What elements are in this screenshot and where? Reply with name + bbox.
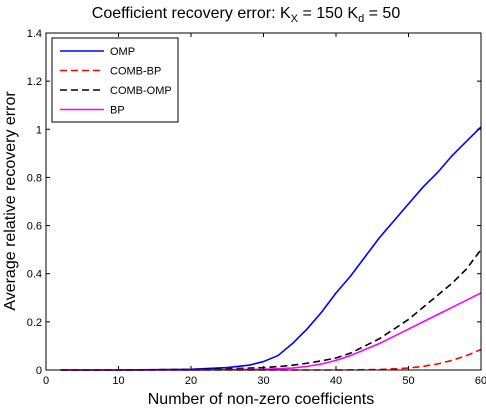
y-tick-label: 1.2 xyxy=(27,76,42,88)
series-line-omp xyxy=(60,126,482,371)
legend-box xyxy=(51,37,179,123)
y-tick-label: 1.4 xyxy=(27,28,42,40)
title-sub-x: X xyxy=(291,13,299,25)
series-line-bp xyxy=(60,292,482,371)
y-tick-label: 0 xyxy=(36,365,42,377)
legend-label: OMP xyxy=(110,46,135,58)
x-tick-label: 0 xyxy=(43,375,49,387)
x-tick-label: 10 xyxy=(112,375,124,387)
title-mid: = 150 K xyxy=(298,5,358,22)
title-main: Coefficient recovery error: K xyxy=(92,5,291,22)
series-line-comb-bp xyxy=(60,348,482,371)
y-axis-label: Average relative recovery error xyxy=(2,91,19,311)
y-tick-label: 0.4 xyxy=(27,269,42,281)
x-tick-label: 50 xyxy=(402,375,414,387)
series-layer xyxy=(60,126,482,371)
x-tick-label: 20 xyxy=(185,375,197,387)
ticks-layer: 0 10 20 30 40 50 60 0 0.2 0.4 0.6 0.8 1 1.2 1.4 xyxy=(27,28,486,387)
x-tick-label: 40 xyxy=(330,375,342,387)
legend-label: COMB-OMP xyxy=(110,85,172,97)
x-axis-label: Number of non-zero coefficients xyxy=(148,391,374,408)
y-tick-label: 0.2 xyxy=(27,317,42,329)
x-tick-label: 30 xyxy=(257,375,269,387)
legend-label: BP xyxy=(110,105,125,117)
legend: OMP COMB-BP COMB-OMP BP xyxy=(51,37,179,123)
title-sub-d: d xyxy=(358,13,364,25)
chart-title: Coefficient recovery error: KX = 150 Kd … xyxy=(92,5,401,25)
legend-label: COMB-BP xyxy=(110,66,161,78)
y-tick-label: 0.8 xyxy=(27,172,42,184)
x-tick-label: 60 xyxy=(475,375,486,387)
title-end: = 50 xyxy=(364,5,400,22)
y-tick-label: 0.6 xyxy=(27,221,42,233)
y-tick-label: 1 xyxy=(36,124,42,136)
